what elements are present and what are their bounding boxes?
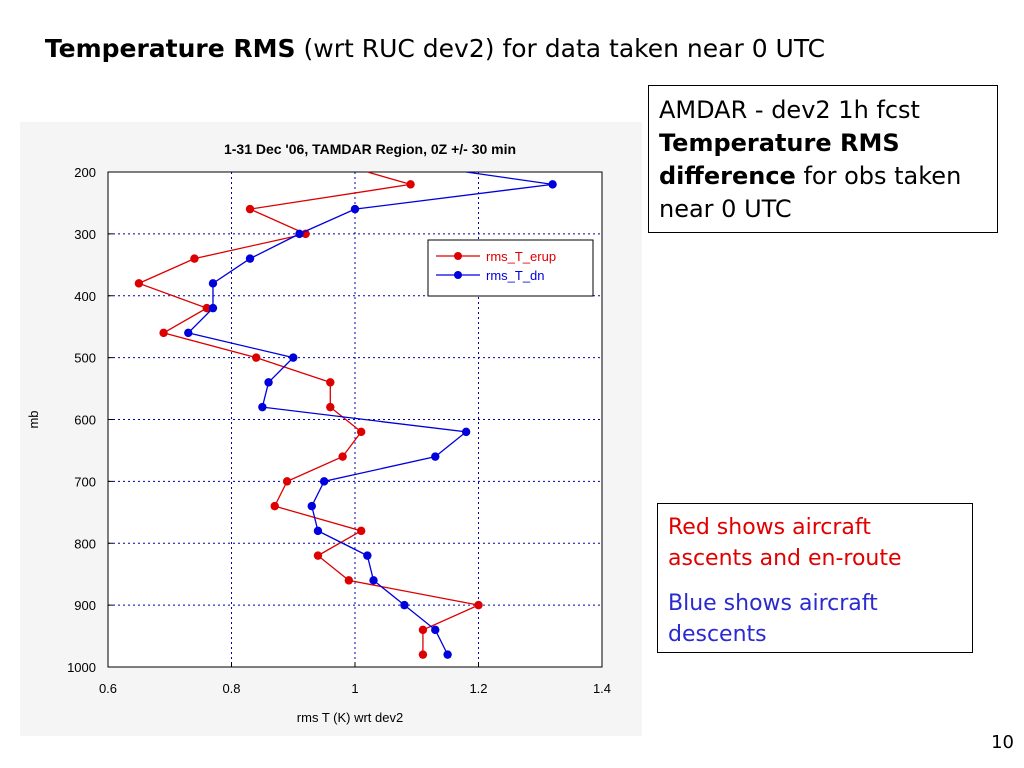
blue-note: Blue shows aircraft descents [668,591,878,647]
info-rest: for obs taken near 0 UTC [659,162,962,223]
data-point-rms-t-dn [208,279,218,288]
y-tick-label: 700 [74,474,96,489]
chart-title: 1-31 Dec '06, TAMDAR Region, 0Z +/- 30 m… [224,141,516,157]
data-point-rms-t-erup [202,303,211,313]
data-point-rms-t-dn [431,452,440,461]
legend-label-rms-t-erup: rms_T_erup [486,249,556,264]
legend-label-rms-t-dn: rms_T_dn [486,268,545,283]
y-tick-label: 300 [74,227,96,242]
data-point-rms-t-dn [184,328,193,338]
y-tick-label: 600 [74,413,96,428]
legend-marker-rms-t-dn [454,271,462,279]
chart-container: 0.6 0.8 1 1.2 1.4 200 300 400 500 600 700 800 900 100… [20,122,642,736]
red-note: Red shows aircraft ascents and en-route [668,515,902,571]
rms-chart: 0.6 0.8 1 1.2 1.4 200 300 400 500 600 700 800 900 100… [26,141,611,725]
data-point-rms-t-erup [474,600,483,610]
data-point-rms-t-dn [245,254,255,263]
data-point-rms-t-erup [418,625,428,635]
data-point-rms-t-dn [400,600,409,610]
data-point-rms-t-dn [295,229,304,239]
data-point-rms-t-dn [431,625,440,635]
x-tick-label: 1.4 [593,681,611,696]
x-tick-label: 1 [351,681,358,696]
y-tick-label: 500 [74,351,96,366]
data-point-rms-t-erup [252,353,261,362]
x-axis-label: rms T (K) wrt dev2 [297,710,403,725]
data-point-rms-t-erup [134,279,144,288]
x-tick-label: 1.2 [469,681,487,696]
data-point-rms-t-erup [270,501,279,511]
data-point-rms-t-erup [326,402,335,412]
data-point-rms-t-dn [461,427,471,437]
legend-marker-rms-t-erup [454,252,462,260]
legend-box [427,239,594,297]
data-point-rms-t-erup [245,204,255,214]
y-tick-label: 200 [74,165,96,180]
data-point-rms-t-dn [307,501,316,511]
data-point-rms-t-erup [159,328,168,338]
slide-title: Temperature RMS (wrt RUC dev2) for data … [40,32,830,65]
data-point-rms-t-dn [443,650,452,659]
data-point-rms-t-erup [282,477,292,486]
data-point-rms-t-dn [258,402,267,412]
data-point-rms-t-dn [264,378,273,387]
data-point-rms-t-dn [208,303,218,313]
info-line1: AMDAR - dev2 1h fcst [659,96,920,124]
data-point-rms-t-dn [319,477,329,486]
info-box: AMDAR - dev2 1h fcst Temperature RMS dif… [648,85,998,233]
y-axis-label: mb [26,410,41,428]
data-point-rms-t-erup [326,378,335,387]
y-tick-label: 400 [74,289,96,304]
data-point-rms-t-dn [350,204,360,214]
slide-title-bold: Temperature RMS [44,34,296,63]
data-point-rms-t-erup [338,452,347,461]
y-tick-label: 900 [74,598,96,613]
page-number: 10 [991,732,1014,753]
data-point-rms-t-dn [363,551,372,560]
info-bold: Temperature RMS difference [659,129,900,190]
data-point-rms-t-erup [190,254,199,263]
data-point-rms-t-erup [418,650,428,659]
data-point-rms-t-dn [548,180,557,189]
data-point-rms-t-dn [289,353,298,362]
data-point-rms-t-erup [313,551,323,560]
y-tick-label: 800 [74,536,96,551]
data-point-rms-t-erup [356,526,366,536]
slide-title-rest: (wrt RUC dev2) for data taken near 0 UTC [295,34,826,63]
data-point-rms-t-erup [344,576,354,585]
x-tick-label: 0.8 [222,681,240,696]
data-point-rms-t-dn [369,576,378,585]
x-tick-label: 0.6 [99,681,117,696]
data-point-rms-t-erup [406,180,415,189]
data-point-rms-t-dn [313,526,323,536]
y-tick-label: 1000 [67,660,96,675]
data-point-rms-t-erup [356,427,366,437]
color-legend-note: Red shows aircraft ascents and en-route … [657,503,973,653]
